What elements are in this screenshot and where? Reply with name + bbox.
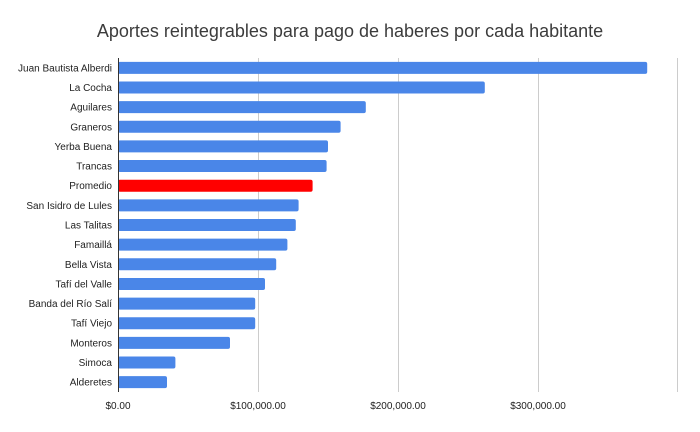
category-label: Banda del Río Salí: [29, 299, 113, 310]
category-label: Famaillá: [74, 240, 112, 251]
chart-title: Aportes reintegrables para pago de haber…: [97, 21, 603, 41]
x-tick-label: $0.00: [105, 401, 130, 412]
category-label: Graneros: [70, 122, 112, 133]
category-label: Tafí Viejo: [71, 319, 112, 330]
category-label: Yerba Buena: [55, 142, 113, 153]
category-labels: Juan Bautista Alberdi La Cocha Aguilares Gr…: [18, 63, 112, 388]
bar: [118, 317, 256, 330]
bar: [118, 199, 299, 212]
bar: [118, 160, 327, 173]
bar: [118, 61, 648, 74]
x-axis-tick-labels: $0.00 $100,000.00 $200,000.00 $300,000.00: [105, 401, 566, 412]
category-label: San Isidro de Lules: [26, 201, 112, 212]
bar: [118, 140, 328, 153]
x-tick-label: $200,000.00: [370, 401, 426, 412]
bar: [118, 120, 341, 133]
category-label: Simoca: [79, 358, 113, 369]
category-label: La Cocha: [69, 83, 112, 94]
bar-highlight: [118, 179, 313, 192]
x-tick-label: $100,000.00: [230, 401, 286, 412]
category-label: Promedio: [69, 181, 112, 192]
category-label: Tafí del Valle: [55, 279, 112, 290]
bar: [118, 238, 288, 251]
x-tick-label: $300,000.00: [510, 401, 566, 412]
category-label: Trancas: [76, 162, 112, 173]
bar: [118, 297, 256, 310]
bar: [118, 219, 296, 231]
bar: [118, 376, 167, 389]
category-label: Juan Bautista Alberdi: [18, 63, 112, 74]
category-label: Alderetes: [70, 378, 112, 389]
bar: [118, 101, 366, 114]
category-label: Aguilares: [70, 103, 112, 114]
bar: [118, 258, 277, 271]
category-label: Monteros: [70, 338, 112, 349]
bar: [118, 356, 176, 369]
bars: [118, 61, 648, 389]
category-label: Bella Vista: [65, 260, 113, 271]
bar: [118, 81, 485, 94]
bar: [118, 277, 265, 290]
bar: [118, 336, 230, 349]
category-label: Las Talitas: [65, 221, 112, 232]
